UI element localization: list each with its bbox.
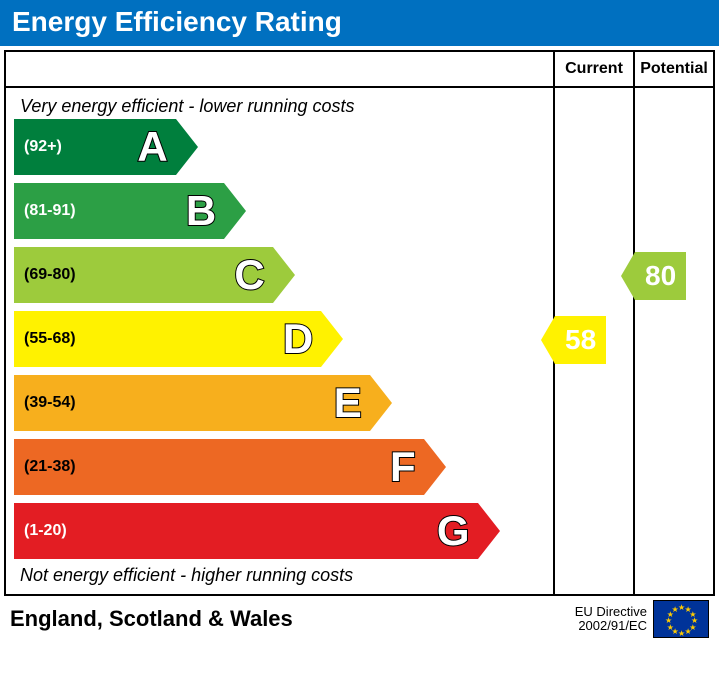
current-rating-pointer: 58 <box>541 316 606 364</box>
bands-container: (92+) A (81-91) B (69-80) C (55-68) D (39-54) E (2… <box>6 119 553 559</box>
pointer-value: 80 <box>635 252 686 300</box>
band-e: (39-54) E <box>14 375 553 431</box>
band-bar: (69-80) C <box>14 247 273 303</box>
caption-inefficient: Not energy efficient - higher running co… <box>6 563 553 588</box>
band-range: (81-91) <box>14 202 76 220</box>
band-range: (92+) <box>14 138 62 156</box>
band-range: (21-38) <box>14 458 76 476</box>
band-bar: (1-20) G <box>14 503 478 559</box>
directive-line2: 2002/91/EC <box>575 619 647 633</box>
pointer-arrow-icon <box>541 316 555 364</box>
title-bar: Energy Efficiency Rating <box>0 0 719 46</box>
band-letter: F <box>390 443 416 491</box>
caption-efficient: Very energy efficient - lower running co… <box>6 94 553 119</box>
bands-column: Very energy efficient - lower running co… <box>6 88 553 594</box>
band-letter: B <box>186 187 216 235</box>
footer-directive: EU Directive 2002/91/EC <box>575 605 647 634</box>
band-arrowhead <box>478 503 500 559</box>
band-bar: (39-54) E <box>14 375 370 431</box>
band-range: (1-20) <box>14 522 67 540</box>
band-letter: D <box>283 315 313 363</box>
column-current-header: Current <box>553 52 633 86</box>
band-b: (81-91) B <box>14 183 553 239</box>
band-arrowhead <box>273 247 295 303</box>
band-arrowhead <box>370 375 392 431</box>
band-range: (55-68) <box>14 330 76 348</box>
band-letter: G <box>437 507 470 555</box>
pointer-arrow-icon <box>621 252 635 300</box>
column-potential-header: Potential <box>633 52 713 86</box>
column-current: 58 <box>553 88 633 594</box>
band-c: (69-80) C <box>14 247 553 303</box>
band-arrowhead <box>176 119 198 175</box>
band-f: (21-38) F <box>14 439 553 495</box>
potential-rating-pointer: 80 <box>621 252 686 300</box>
band-range: (39-54) <box>14 394 76 412</box>
eu-star-icon: ★ <box>685 627 692 636</box>
eu-star-icon: ★ <box>678 629 685 638</box>
band-bar: (81-91) B <box>14 183 224 239</box>
band-g: (1-20) G <box>14 503 553 559</box>
eu-star-icon: ★ <box>672 605 679 614</box>
band-bar: (55-68) D <box>14 311 321 367</box>
pointer-value: 58 <box>555 316 606 364</box>
eu-flag-icon: ★★★★★★★★★★★★ <box>653 600 709 638</box>
column-potential: 80 <box>633 88 713 594</box>
band-bar: (92+) A <box>14 119 176 175</box>
band-arrowhead <box>321 311 343 367</box>
header-spacer <box>6 52 553 86</box>
band-d: (55-68) D <box>14 311 553 367</box>
band-letter: A <box>137 123 167 171</box>
footer-region: England, Scotland & Wales <box>10 606 575 632</box>
band-letter: E <box>334 379 362 427</box>
chart-frame: Current Potential Very energy efficient … <box>4 50 715 596</box>
band-letter: C <box>234 251 264 299</box>
directive-line1: EU Directive <box>575 605 647 619</box>
footer: England, Scotland & Wales EU Directive 2… <box>0 596 719 644</box>
band-a: (92+) A <box>14 119 553 175</box>
body-row: Very energy efficient - lower running co… <box>6 88 713 594</box>
title-text: Energy Efficiency Rating <box>12 6 342 37</box>
band-bar: (21-38) F <box>14 439 424 495</box>
band-arrowhead <box>424 439 446 495</box>
header-row: Current Potential <box>6 52 713 88</box>
band-arrowhead <box>224 183 246 239</box>
band-range: (69-80) <box>14 266 76 284</box>
